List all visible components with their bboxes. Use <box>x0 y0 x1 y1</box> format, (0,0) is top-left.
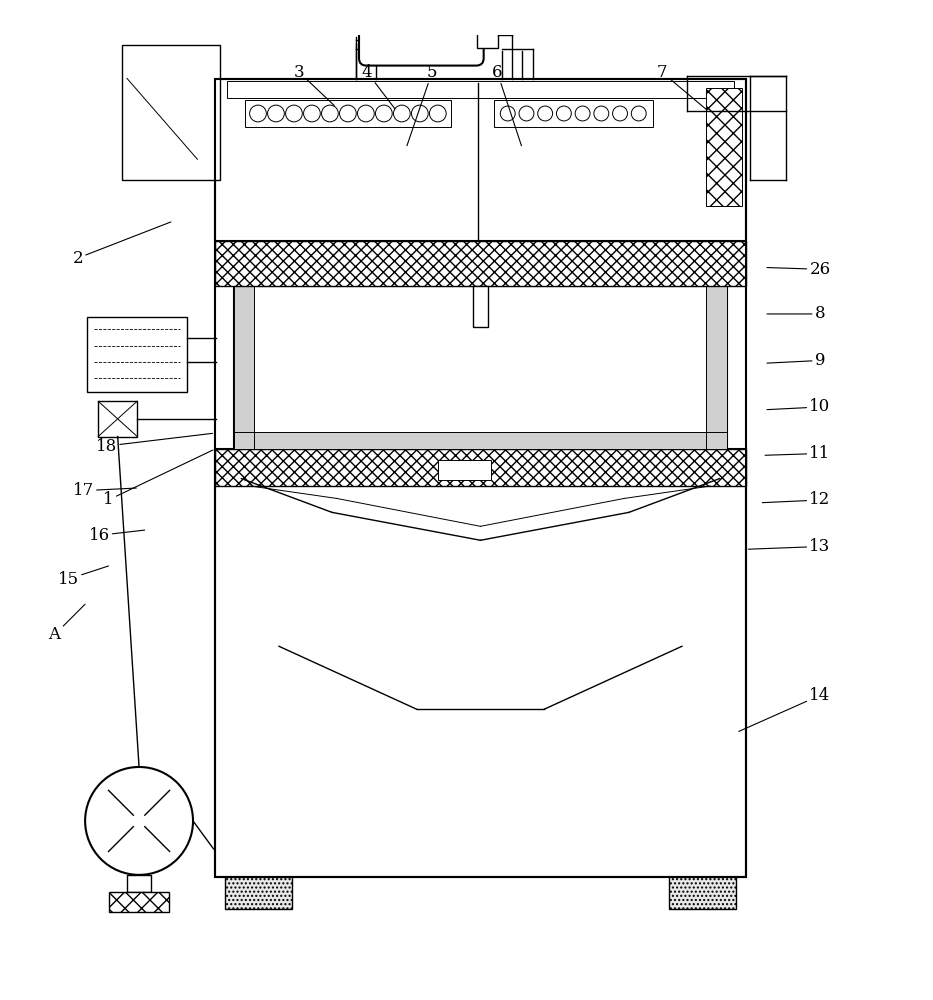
Bar <box>98 401 137 437</box>
Text: 10: 10 <box>767 398 830 415</box>
Bar <box>477 22 497 48</box>
Bar <box>669 737 736 909</box>
Bar <box>244 100 452 127</box>
Text: 6: 6 <box>492 64 522 146</box>
Bar <box>234 286 255 449</box>
Bar <box>109 892 169 912</box>
Bar <box>234 432 727 449</box>
Bar <box>216 241 745 286</box>
FancyBboxPatch shape <box>359 4 483 66</box>
Text: 16: 16 <box>89 527 145 544</box>
Bar <box>706 286 727 449</box>
Text: 9: 9 <box>767 352 825 369</box>
Text: A: A <box>49 604 85 643</box>
Bar <box>706 88 742 206</box>
Bar <box>473 286 488 327</box>
Bar <box>227 81 734 98</box>
Bar <box>234 432 727 449</box>
Bar <box>234 286 727 449</box>
Text: 13: 13 <box>748 538 830 555</box>
Bar <box>128 875 151 892</box>
Text: 4: 4 <box>362 64 395 109</box>
Bar <box>216 449 745 877</box>
Text: 11: 11 <box>765 445 830 462</box>
Bar <box>87 317 188 392</box>
Text: 5: 5 <box>407 64 438 146</box>
Text: 17: 17 <box>73 482 136 499</box>
Text: 1: 1 <box>103 450 213 508</box>
Text: 2: 2 <box>73 222 171 267</box>
Text: 18: 18 <box>96 433 213 455</box>
Bar <box>216 449 745 486</box>
Bar <box>216 79 745 241</box>
Text: 12: 12 <box>762 491 830 508</box>
Bar <box>234 286 255 449</box>
Bar <box>494 100 653 127</box>
Text: 15: 15 <box>58 566 108 588</box>
Bar <box>216 79 745 877</box>
Bar <box>225 737 292 909</box>
Text: 14: 14 <box>739 687 830 731</box>
Bar <box>438 460 491 480</box>
Bar <box>122 45 220 180</box>
Text: 3: 3 <box>294 64 334 106</box>
Text: 7: 7 <box>657 64 706 109</box>
Bar <box>706 286 727 449</box>
Text: 8: 8 <box>767 305 826 322</box>
Text: 26: 26 <box>767 261 830 278</box>
